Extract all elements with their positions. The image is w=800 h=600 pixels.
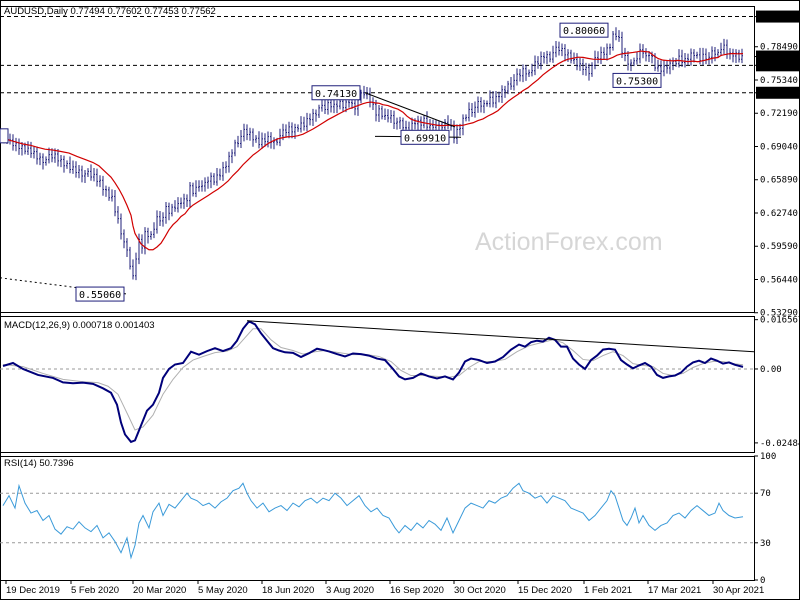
price-y-tick-box	[756, 86, 800, 99]
x-tick-label: 30 Oct 2020	[454, 585, 506, 596]
level-annotation-label: 0.80060	[563, 26, 605, 37]
price-y-tick-label: 0.75340	[760, 76, 798, 86]
rsi-layer	[0, 482, 754, 560]
price-y-tick-label: 0.74130	[760, 89, 798, 99]
moving-average-line	[2, 50, 744, 251]
price-y-tick-label: 0.78490	[760, 43, 798, 53]
rsi-panel-frame	[0, 456, 755, 581]
level-annotation-label: 0.74130	[315, 89, 357, 100]
trendline-upper	[364, 92, 456, 128]
price-y-tick-box	[756, 59, 800, 72]
x-tick-label: 19 Dec 2019	[6, 585, 60, 596]
x-tick-label: 30 Apr 2021	[713, 585, 764, 596]
level-annotation-box	[311, 85, 361, 101]
rsi-y-tick-label: 0	[760, 576, 765, 586]
price-y-tick-label: 0.72190	[760, 109, 798, 119]
macd-y-tick-label: 0.00	[760, 365, 782, 375]
x-tick-label: 5 May 2020	[198, 585, 248, 596]
x-tick-label: 1 Feb 2021	[584, 585, 632, 596]
price-panel-frame	[0, 6, 755, 313]
rsi-panel-title: RSI(14) 50.7396	[4, 458, 74, 469]
rsi-y-tick-label: 100	[760, 452, 776, 462]
macd-panel-title: MACD(12,26,9) 0.000718 0.001403	[4, 320, 155, 331]
x-tick-label: 20 Mar 2020	[133, 585, 186, 596]
macd-y-tick-label: -0.02484	[760, 439, 800, 449]
macd-trendline	[246, 320, 755, 353]
rsi-y-tick-label: 30	[760, 539, 771, 549]
level-annotation-box	[612, 72, 662, 88]
price-y-tick-label: 0.69040	[760, 142, 798, 152]
level-annotation-box	[75, 286, 125, 302]
price-y-tick-label: 0.81350	[760, 13, 798, 23]
price-y-tick-label: 0.65890	[760, 176, 798, 186]
level-annotation-label: 0.75300	[616, 76, 658, 87]
macd-y-tick-label: 0.016567	[760, 316, 800, 326]
price-panel-title: AUDUSD,Daily 0.77494 0.77602 0.77453 0.7…	[4, 6, 216, 17]
price-y-tick-label: 0.77562	[760, 53, 798, 63]
level-annotation-label: 0.69910	[404, 133, 446, 144]
x-tick-label: 16 Sep 2020	[390, 585, 444, 596]
price-y-tick-box	[756, 10, 800, 23]
rsi-line	[2, 482, 744, 560]
price-y-tick-label: 0.59590	[760, 242, 798, 252]
price-layer: 0.80060 0.74130 0.75300 0.69910 0.55060	[0, 16, 754, 302]
x-tick-label: 3 Aug 2020	[326, 585, 374, 596]
x-tick-label: 5 Feb 2020	[71, 585, 119, 596]
x-tick-label: 17 Mar 2021	[648, 585, 701, 596]
price-y-tick-label: 0.56440	[760, 275, 798, 285]
watermark: ActionForex.com	[475, 228, 663, 256]
x-axis: 19 Dec 2019 5 Feb 2020 20 Mar 2020 5 May 20…	[5, 580, 764, 596]
rsi-y-tick-label: 70	[760, 489, 771, 499]
x-tick-label: 18 Jun 2020	[262, 585, 314, 596]
macd-panel-frame	[0, 316, 755, 453]
price-y-tick-label: 0.76730	[760, 61, 798, 71]
macd-signal-line	[2, 328, 744, 431]
macd-line	[2, 320, 744, 444]
level-annotation-box-edge	[0, 128, 9, 144]
level-annotation-box	[559, 22, 609, 38]
x-tick-label: 15 Dec 2020	[518, 585, 572, 596]
level-annotation-box	[400, 129, 450, 145]
price-y-tick-label: 0.53290	[760, 309, 798, 319]
macd-layer	[0, 320, 755, 444]
level-annotation-label: 0.55060	[79, 290, 121, 301]
price-y-tick-label: 0.62740	[760, 209, 798, 219]
